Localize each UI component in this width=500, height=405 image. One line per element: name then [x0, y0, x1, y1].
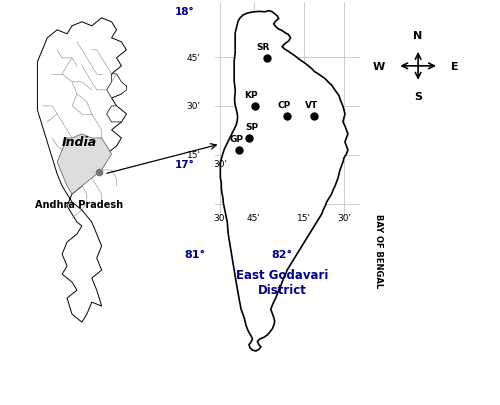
Text: SP: SP: [245, 122, 258, 131]
Text: 81°: 81°: [184, 249, 205, 260]
Text: 18°: 18°: [175, 7, 195, 17]
Text: S: S: [414, 92, 422, 102]
Text: East Godavari
District: East Godavari District: [236, 269, 328, 296]
Text: W: W: [372, 62, 385, 72]
Text: Andhra Pradesh: Andhra Pradesh: [36, 200, 124, 209]
Text: E: E: [451, 62, 459, 72]
Text: CP: CP: [278, 100, 291, 109]
Text: 17°: 17°: [175, 159, 195, 169]
Text: 30': 30': [214, 160, 228, 168]
Polygon shape: [57, 134, 112, 194]
Text: 15': 15': [298, 214, 312, 223]
Text: 30': 30': [337, 214, 351, 223]
Text: 45': 45': [247, 214, 261, 223]
Text: India: India: [62, 136, 97, 149]
Text: 30': 30': [214, 214, 228, 223]
Text: 82°: 82°: [272, 249, 292, 260]
Text: VT: VT: [305, 100, 318, 109]
Text: 15': 15': [186, 151, 200, 160]
Polygon shape: [106, 107, 126, 123]
Text: GP: GP: [230, 134, 243, 143]
Text: 30': 30': [186, 102, 200, 111]
Text: BAY OF BENGAL: BAY OF BENGAL: [374, 213, 383, 288]
Text: KP: KP: [244, 90, 258, 100]
Text: SR: SR: [256, 43, 270, 51]
Polygon shape: [38, 19, 126, 322]
Polygon shape: [220, 12, 348, 351]
Text: 45': 45': [186, 54, 200, 63]
Polygon shape: [106, 75, 126, 99]
Text: N: N: [414, 31, 422, 41]
